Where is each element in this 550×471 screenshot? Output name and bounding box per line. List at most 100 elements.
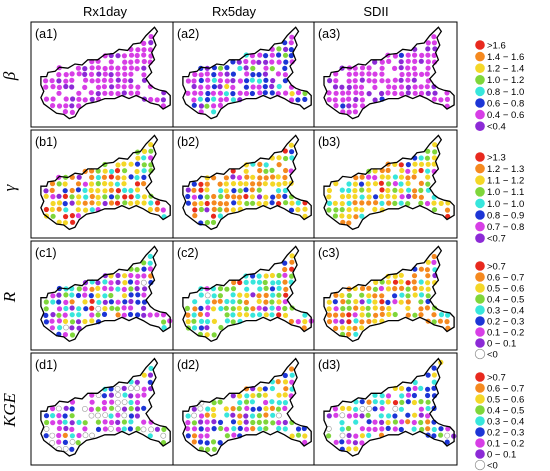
station-dot (250, 72, 256, 78)
station-dot (346, 439, 352, 445)
station-dot (185, 200, 191, 206)
station-dot (276, 59, 282, 65)
legend-kge: >0.70.6 − 0.70.5 − 0.60.4 − 0.50.3 − 0.4… (474, 372, 524, 471)
station-dot (114, 306, 121, 312)
station-dot (379, 311, 385, 317)
station-dot (76, 306, 82, 312)
station-dot (392, 405, 399, 412)
station-dot (333, 292, 339, 298)
station-dot (257, 386, 263, 392)
legend-swatch (475, 261, 485, 271)
station-dot (211, 299, 217, 305)
station-dot (346, 312, 352, 318)
station-dot (49, 432, 56, 439)
station-dot (275, 305, 282, 311)
station-dot (333, 90, 339, 96)
station-dot (339, 213, 345, 219)
station-dot (276, 181, 282, 187)
station-dot (256, 273, 262, 279)
station-dot (56, 206, 62, 212)
station-dot (75, 319, 82, 325)
station-dot (269, 286, 276, 292)
station-dot (243, 84, 249, 90)
station-dot (191, 325, 198, 331)
station-dot (128, 305, 134, 311)
station-dot (379, 78, 385, 84)
station-dot (411, 273, 418, 279)
station-dot (405, 293, 411, 299)
station-dot (218, 65, 224, 71)
station-dot (204, 194, 210, 200)
station-dot (366, 405, 372, 412)
station-dot (418, 406, 424, 412)
station-dot (83, 77, 89, 83)
station-dot (62, 109, 68, 115)
station-dot (339, 319, 345, 325)
station-dot (366, 174, 372, 180)
station-dot (76, 174, 82, 180)
station-dot (43, 193, 49, 199)
station-dot (185, 90, 191, 96)
station-dot (269, 90, 275, 96)
station-dot (44, 419, 50, 426)
station-dot (432, 149, 438, 155)
station-dot (353, 305, 359, 311)
station-dot (122, 280, 128, 286)
legend-swatch (475, 294, 485, 304)
station-dot (88, 181, 95, 187)
station-dot (121, 286, 127, 292)
station-dot (372, 426, 378, 432)
station-dot (276, 420, 282, 426)
station-dot (134, 52, 140, 59)
station-dot (115, 426, 121, 432)
station-dot (82, 426, 88, 432)
station-dot (160, 432, 167, 439)
station-dot (359, 312, 365, 318)
station-dot (425, 40, 431, 46)
legend-swatch (475, 394, 485, 404)
station-dot (263, 65, 269, 71)
station-dot (431, 200, 437, 206)
station-dot (270, 78, 276, 84)
station-dot (425, 413, 431, 419)
station-dot (372, 84, 378, 90)
station-dot (95, 406, 101, 412)
station-dot (326, 187, 332, 194)
station-dot (191, 102, 197, 108)
station-dot (237, 90, 243, 96)
station-dot (191, 426, 198, 432)
station-dot (282, 279, 288, 285)
station-dot (405, 312, 411, 318)
station-dot (262, 181, 268, 187)
station-dot (257, 175, 263, 181)
station-dot (83, 207, 89, 213)
station-dot (211, 84, 217, 90)
station-dot (102, 285, 108, 291)
station-dot (76, 286, 82, 292)
station-dot (385, 279, 392, 285)
station-dot (445, 426, 451, 432)
station-dot (385, 187, 391, 194)
station-dot (431, 207, 438, 213)
station-dot (326, 319, 333, 325)
station-dot (141, 260, 147, 266)
station-dot (204, 440, 210, 446)
station-dot (359, 440, 365, 446)
station-dot (161, 426, 167, 432)
station-dot (218, 188, 224, 194)
station-dot (95, 84, 102, 90)
station-dot (399, 71, 405, 78)
station-dot (89, 193, 95, 200)
station-dot (148, 426, 154, 433)
station-dot (283, 200, 289, 206)
station-dot (115, 312, 121, 318)
legend-label: 0.2 − 0.3 (487, 316, 524, 327)
station-dot (283, 59, 289, 65)
station-dot (161, 319, 167, 325)
station-dot (49, 318, 55, 324)
station-dot (204, 187, 210, 193)
legend-label: 1.0 − 1.1 (487, 187, 524, 198)
station-dot (412, 412, 418, 418)
station-dot (43, 206, 50, 213)
station-dot (108, 292, 114, 299)
